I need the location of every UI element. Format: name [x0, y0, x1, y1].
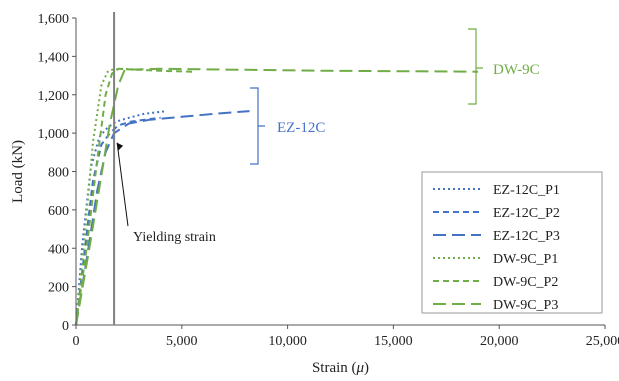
- series-line-ez-12c-p1: [75, 110, 168, 326]
- data-series-layer: [75, 67, 479, 326]
- legend-label-dw-9c-p2: DW-9C_P2: [493, 275, 558, 290]
- x-tick-label: 20,000: [480, 334, 519, 349]
- x-axis-title-text: Strain (: [312, 360, 357, 376]
- dw-9c-bracket: [468, 28, 483, 105]
- series-line-ez-12c-p3: [75, 110, 250, 326]
- x-tick-label: 10,000: [268, 334, 307, 349]
- legend-label-dw-9c-p3: DW-9C_P3: [493, 298, 558, 313]
- y-tick-label: 600: [48, 204, 69, 219]
- ez-12c-bracket: [250, 87, 265, 165]
- x-tick-label: 0: [73, 334, 80, 349]
- annotations: Yielding strain EZ-12C DW-9C: [113, 12, 540, 325]
- yielding-strain-arrowhead: [117, 142, 124, 151]
- yielding-strain-label: Yielding strain: [133, 230, 216, 245]
- series-line-dw-9c-p1: [75, 67, 140, 326]
- series-line-dw-9c-p3: [75, 67, 479, 326]
- y-tick-label: 400: [48, 242, 69, 257]
- legend: EZ-12C_P1 EZ-12C_P2 EZ-12C_P3 DW-9C_P1 DW-9C…: [421, 171, 603, 314]
- legend-label-dw-9c-p1: DW-9C_P1: [493, 252, 558, 267]
- y-tick-label: 1,200: [38, 89, 70, 104]
- x-tick-label: 25,000: [586, 334, 619, 349]
- x-tick-label: 15,000: [374, 334, 413, 349]
- dw-9c-group-label: DW-9C: [493, 62, 540, 78]
- y-tick-label: 800: [48, 166, 69, 181]
- y-tick-label: 0: [62, 319, 69, 334]
- legend-label-ez-12c-p1: EZ-12C_P1: [493, 183, 560, 198]
- ez-12c-group-label: EZ-12C: [277, 120, 325, 136]
- y-axis-title: Load (kN): [10, 140, 26, 203]
- legend-box: [421, 171, 603, 314]
- y-tick-label: 1,600: [38, 12, 70, 27]
- legend-label-ez-12c-p2: EZ-12C_P2: [493, 206, 560, 221]
- y-tick-label: 1,000: [38, 127, 70, 142]
- x-axis-title-end: ): [364, 360, 369, 376]
- series-line-dw-9c-p2: [75, 67, 193, 326]
- y-tick-label: 200: [48, 281, 69, 296]
- y-tick-label: 1,400: [38, 50, 70, 65]
- axes: 0 200 400 600 800 1,000 1,200 1,400 1,600 0 5,000 1…: [10, 12, 619, 376]
- x-tick-label: 5,000: [166, 334, 198, 349]
- x-axis-title-unit: μ: [356, 360, 365, 376]
- x-axis-title: Strain (μ): [312, 360, 369, 376]
- yielding-strain-arrow: [116, 142, 129, 227]
- legend-label-ez-12c-p3: EZ-12C_P3: [493, 229, 560, 244]
